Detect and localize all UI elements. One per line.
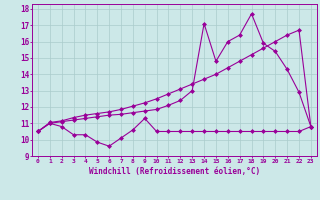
X-axis label: Windchill (Refroidissement éolien,°C): Windchill (Refroidissement éolien,°C) [89, 167, 260, 176]
